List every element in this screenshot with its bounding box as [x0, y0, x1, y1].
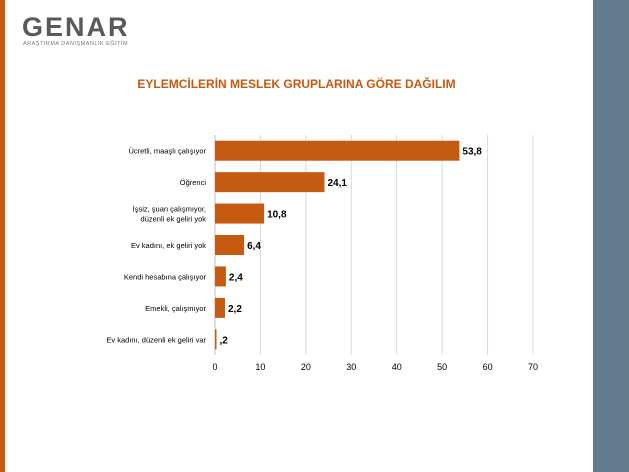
- left-accent-bar: [0, 0, 5, 472]
- x-tick-label: 60: [483, 362, 493, 372]
- data-label: 2,2: [228, 304, 242, 315]
- category-label: Ücretli, maaşlı çalışıyor: [128, 147, 206, 156]
- x-tick-label: 70: [528, 362, 538, 372]
- data-label: ,2: [220, 335, 229, 346]
- category-label: Kendi hesabına çalışıyor: [124, 272, 207, 281]
- x-tick-label: 10: [255, 362, 265, 372]
- x-tick-label: 30: [346, 362, 356, 372]
- bar: [215, 266, 226, 287]
- category-label: Emekli, çalışmıyor: [145, 304, 206, 313]
- data-label: 24,1: [327, 178, 347, 189]
- data-label: 6,4: [247, 241, 261, 252]
- bar: [215, 297, 225, 318]
- logo-tagline: ARAŞTIRMA DANIŞMANLIK EĞİTİM: [23, 41, 129, 47]
- bar: [215, 172, 325, 193]
- x-tick-label: 20: [301, 362, 311, 372]
- logo-name: GENAR: [22, 12, 130, 42]
- category-label: Öğrenci: [180, 178, 207, 187]
- data-label: 53,8: [462, 147, 482, 158]
- bar: [215, 203, 265, 224]
- bar: [215, 140, 460, 161]
- bar: [215, 235, 245, 255]
- data-label: 2,4: [229, 272, 243, 283]
- x-tick-label: 0: [212, 362, 217, 372]
- category-label: düzenli ek geliri yok: [141, 215, 207, 224]
- category-label: İşsiz, şuan çalışmıyor,: [133, 205, 206, 214]
- x-tick-label: 50: [437, 362, 447, 372]
- x-tick-label: 40: [392, 362, 402, 372]
- bar: [215, 329, 217, 350]
- right-side-panel: [593, 0, 629, 472]
- category-label: Ev kadını, düzenli ek geliri var: [106, 335, 206, 344]
- data-label: 10,8: [267, 210, 287, 221]
- chart-title: EYLEMCİLERİN MESLEK GRUPLARINA GÖRE DAĞI…: [137, 77, 456, 91]
- bar-chart: 0 10 20 30 40 50 60 70 Ücretli, maaşlı çalışıyor…: [106, 135, 538, 372]
- category-label: Ev kadını, ek geliri yok: [131, 241, 206, 250]
